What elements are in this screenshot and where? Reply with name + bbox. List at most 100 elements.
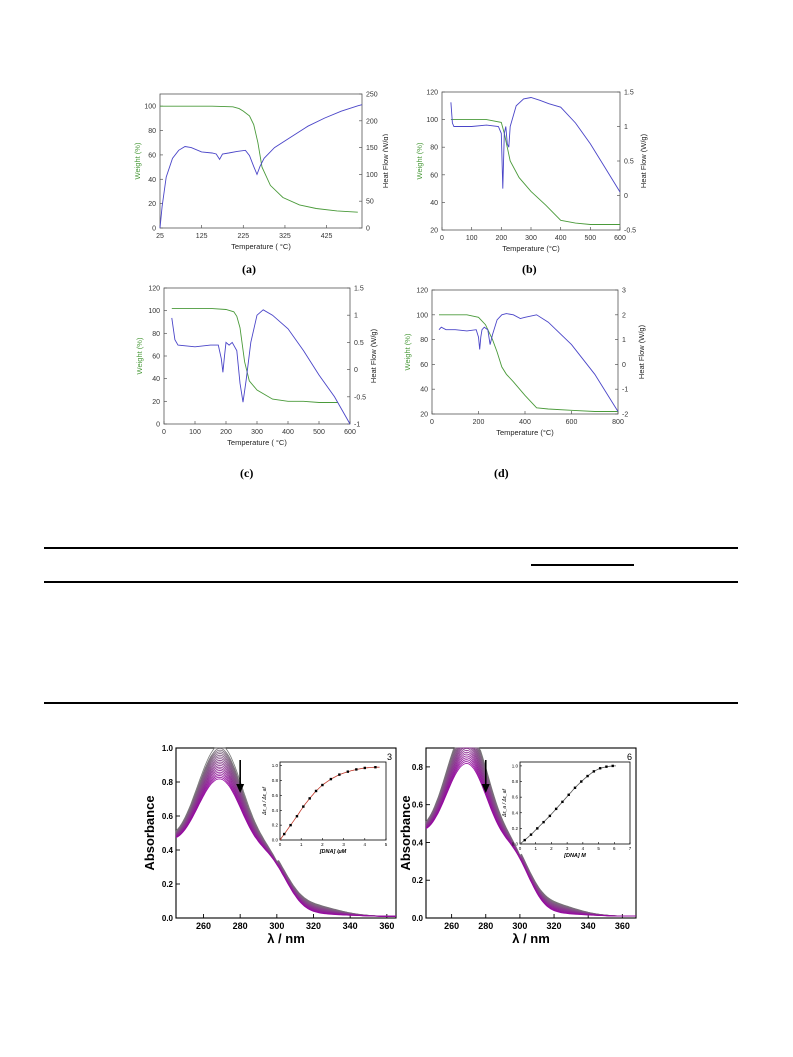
heat-flow-curve: [438, 313, 619, 412]
table-top-rule: [44, 547, 738, 549]
inset-data-point: [295, 815, 299, 818]
y-right-tick-label: -1: [622, 387, 628, 394]
inset-y-tick-label: 0.4: [512, 810, 519, 815]
y-left-tick-label: 20: [152, 399, 160, 406]
caption-d: (d): [494, 466, 509, 480]
plot-frame: [159, 93, 363, 229]
y-right-tick-label: 150: [366, 145, 378, 152]
y-right-axis-label: Heat Flow (W/g): [381, 133, 388, 188]
x-tick-label: 100: [189, 429, 201, 436]
x-tick-label: 500: [584, 235, 596, 242]
inset-data-point: [536, 827, 539, 830]
y-left-tick-label: 80: [430, 145, 438, 152]
y-left-tick-label: 20: [148, 201, 156, 208]
x-tick-label: 200: [495, 235, 507, 242]
inset-data-point: [363, 766, 366, 770]
y-left-tick-label: 20: [420, 412, 428, 419]
x-tick-label: 300: [512, 921, 527, 931]
y-tick-label: 0.4: [412, 838, 424, 847]
inset-y-tick-label: 1.0: [272, 763, 279, 768]
heat-flow-curve: [450, 97, 621, 193]
inset-data-point: [542, 820, 545, 824]
x-axis-label: Temperature ( °C): [227, 438, 287, 447]
x-tick-label: 225: [237, 233, 249, 240]
tga-chart-c: 0 100 200 300 400 500 600 0 20 40 60 80 100 120 -1 -0.5…: [135, 286, 378, 448]
y-right-tick-label: -1: [354, 422, 360, 429]
inset-data-point: [554, 807, 558, 811]
x-tick-label: 360: [615, 921, 630, 931]
uv-panel-6: 260 280 300 320 340 360 0.0 0.2 0.4 0.6 0.8 λ / nm A…: [396, 740, 644, 970]
inset-y-tick-label: 0.0: [272, 838, 279, 843]
inset-data-point: [346, 770, 350, 773]
inset-data-point: [308, 797, 311, 800]
y-right-tick-label: 0: [354, 367, 358, 374]
y-right-tick-label: 2: [622, 312, 626, 319]
inset-y-tick-label: 0.6: [512, 795, 519, 800]
x-tick-label: 425: [321, 233, 333, 240]
inset-y-tick-label: 0.2: [272, 823, 279, 828]
inset-x-tick-label: 3: [566, 846, 569, 851]
x-tick-label: 260: [196, 921, 211, 931]
x-tick-label: 280: [478, 921, 493, 931]
inset-data-point: [561, 800, 564, 804]
y-left-tick-label: 0: [152, 226, 156, 233]
inset-y-tick-label: 0.0: [512, 842, 519, 847]
x-tick-label: 300: [269, 921, 284, 931]
y-right-tick-label: 3: [622, 288, 626, 295]
inset-data-point: [338, 773, 341, 776]
x-tick-label: 600: [614, 235, 626, 242]
y-tick-label: 0.4: [162, 846, 174, 855]
y-right-tick-label: 1: [624, 124, 628, 131]
inset-data-point: [314, 789, 318, 793]
y-right-tick-label: 0: [622, 362, 626, 369]
y-left-tick-label: 40: [148, 177, 156, 184]
x-tick-label: 400: [555, 235, 567, 242]
y-right-tick-label: 0.5: [354, 340, 364, 347]
inset-data-point: [283, 832, 286, 836]
inset-data-point: [355, 768, 358, 771]
inset-y-tick-label: 0.6: [272, 793, 279, 798]
y-left-axis-label: Weight (%): [403, 333, 412, 370]
x-tick-label: 800: [612, 419, 624, 426]
y-left-tick-label: 120: [148, 286, 160, 293]
x-tick-label: 200: [473, 419, 485, 426]
x-tick-label: 200: [220, 429, 232, 436]
y-left-tick-label: 80: [420, 337, 428, 344]
inset-y-tick-label: 1.0: [512, 763, 519, 768]
tga-panel-c: 0 100 200 300 400 500 600 0 20 40 60 80 100 120 -1 -0.5…: [132, 284, 384, 460]
y-left-tick-label: 40: [152, 376, 160, 383]
tga-panel-b: 0 100 200 300 400 500 600 20 40 60 80 100 120 -0.5 0 0.…: [412, 88, 654, 260]
y-tick-label: 0.8: [162, 778, 174, 787]
compound-number: 3: [387, 752, 392, 762]
y-left-tick-label: 60: [420, 362, 428, 369]
inset-x-tick-label: 2: [321, 842, 324, 847]
y-left-axis-label: Weight (%): [415, 142, 424, 179]
x-tick-label: 300: [525, 235, 537, 242]
y-left-tick-label: 80: [148, 128, 156, 135]
x-tick-label: 360: [379, 921, 394, 931]
x-tick-label: 325: [279, 233, 291, 240]
y-tick-label: 0.2: [162, 880, 174, 889]
y-right-tick-label: -0.5: [354, 394, 366, 401]
inset-x-axis-label: [DNA] M: [563, 853, 586, 859]
inset-data-point: [586, 774, 589, 778]
inset-frame: [519, 761, 631, 845]
x-tick-label: 340: [343, 921, 358, 931]
inset-data-point: [548, 814, 552, 818]
inset-data-point: [523, 838, 526, 842]
y-right-tick-label: 1.5: [624, 90, 634, 97]
tga-panel-d: 0 200 400 600 800 20 40 60 80 100 120 -2 -1 0 1 2 3 Tempe…: [400, 284, 656, 460]
inset-data-point: [321, 783, 324, 787]
absorption-spectrum: [425, 763, 636, 917]
inset-data-point: [529, 833, 533, 836]
inset-x-tick-label: 1: [534, 846, 537, 851]
table-header-rule: [44, 581, 738, 583]
y-right-tick-label: 0: [366, 226, 370, 233]
inset-data-point: [592, 770, 596, 773]
y-tick-label: 0.0: [162, 914, 174, 923]
inset-x-tick-label: 2: [550, 846, 553, 851]
tga-chart-b: 0 100 200 300 400 500 600 20 40 60 80 100 120 -0.5 0 0.…: [415, 90, 648, 254]
absorption-spectrum: [175, 778, 396, 917]
inset-data-point: [598, 767, 602, 770]
